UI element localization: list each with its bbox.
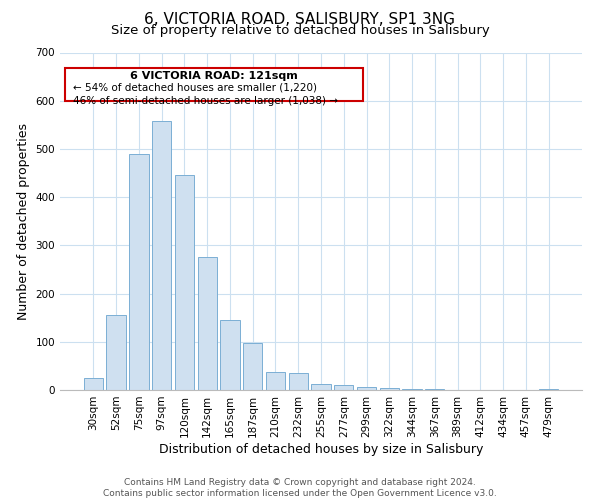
Bar [220,320,239,390]
X-axis label: Distribution of detached houses by size in Salisbury: Distribution of detached houses by size … [159,442,483,456]
Bar [289,373,308,390]
Y-axis label: Number of detached properties: Number of detached properties [17,122,30,320]
Bar [243,343,262,390]
Text: ← 54% of detached houses are smaller (1,220): ← 54% of detached houses are smaller (1,… [73,83,317,93]
Text: Size of property relative to detached houses in Salisbury: Size of property relative to detached ho… [110,24,490,37]
Bar [311,384,331,390]
Bar [357,386,376,390]
Bar [403,388,422,390]
Bar [197,258,217,390]
Text: 6 VICTORIA ROAD: 121sqm: 6 VICTORIA ROAD: 121sqm [130,71,298,81]
Text: Contains HM Land Registry data © Crown copyright and database right 2024.
Contai: Contains HM Land Registry data © Crown c… [103,478,497,498]
Bar [152,121,172,390]
Bar [380,388,399,390]
Text: 6, VICTORIA ROAD, SALISBURY, SP1 3NG: 6, VICTORIA ROAD, SALISBURY, SP1 3NG [145,12,455,28]
Bar [84,378,103,390]
FancyBboxPatch shape [65,68,363,102]
Bar [175,176,194,390]
Bar [129,154,149,390]
Bar [106,316,126,390]
Bar [539,388,558,390]
Bar [425,389,445,390]
Bar [334,385,353,390]
Bar [266,372,285,390]
Text: 46% of semi-detached houses are larger (1,038) →: 46% of semi-detached houses are larger (… [73,96,338,106]
